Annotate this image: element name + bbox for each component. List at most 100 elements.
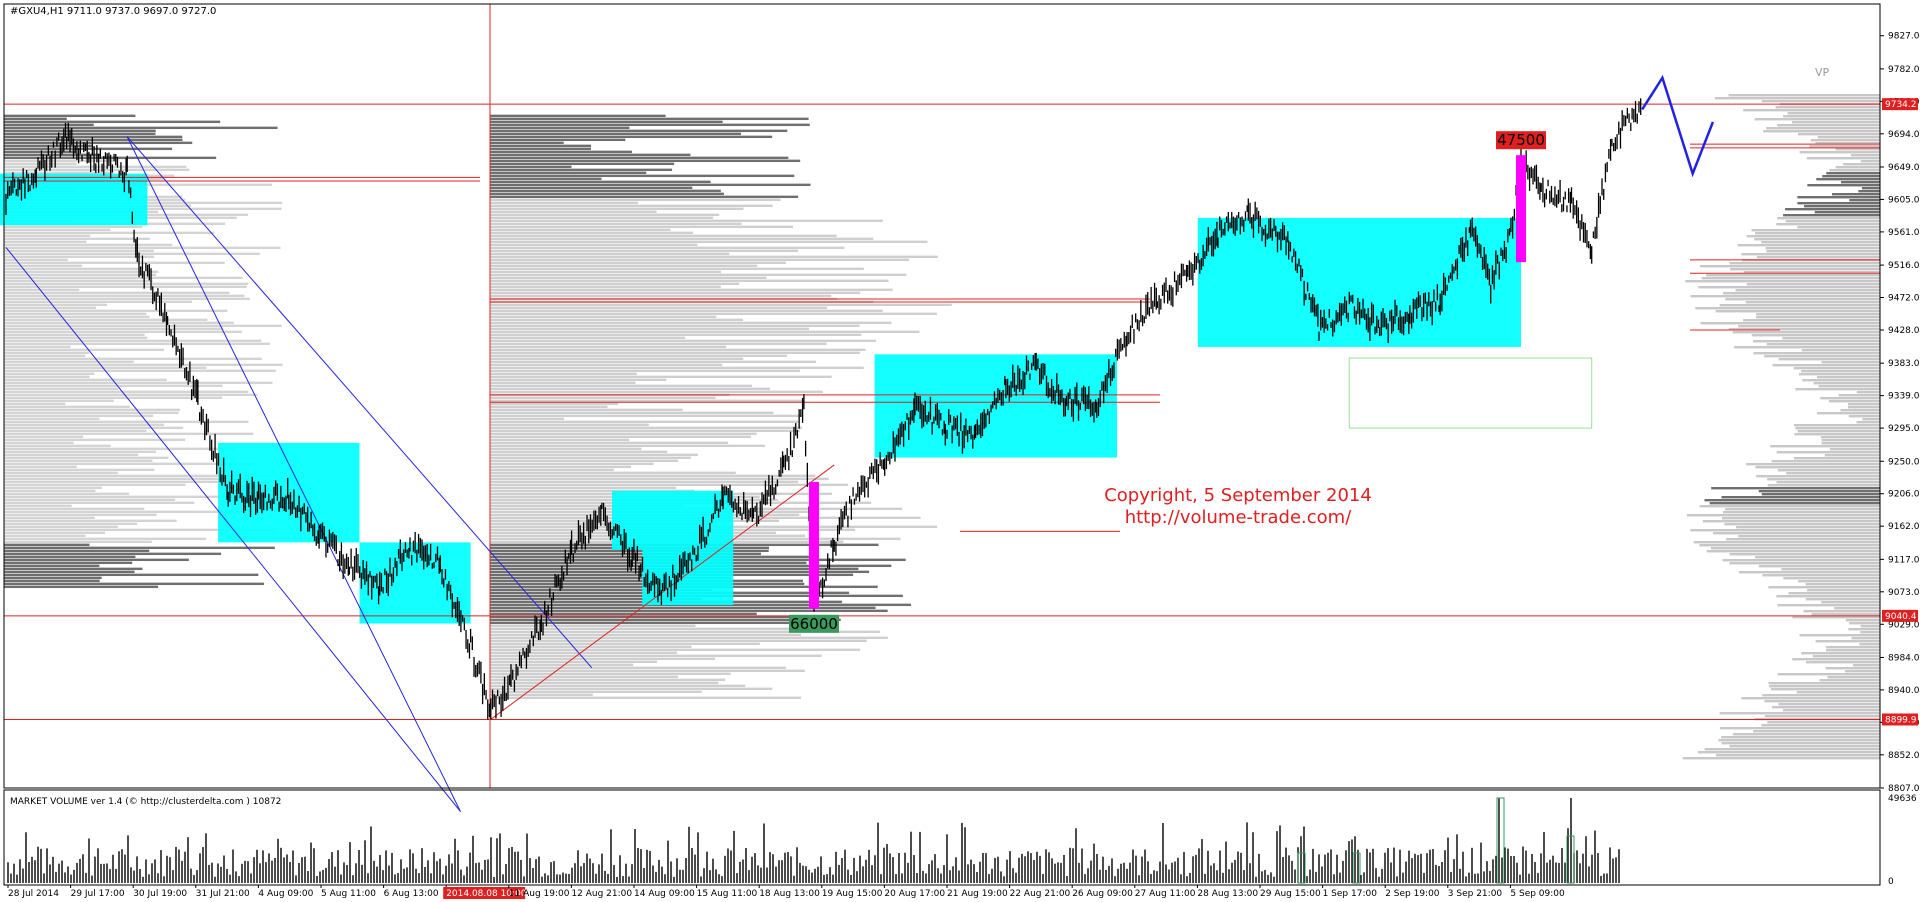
- x-tick-label: 14 Aug 09:00: [634, 889, 695, 899]
- profile-bar: [1815, 640, 1880, 643]
- copyright-text: Copyright, 5 September 2014: [1104, 485, 1372, 506]
- profile-bar: [490, 132, 742, 136]
- profile-bar: [4, 519, 177, 523]
- support-resistance-lines: [4, 4, 1880, 788]
- profile-bar: [1818, 385, 1880, 388]
- profile-bar: [490, 225, 793, 229]
- profile-bar: [490, 504, 683, 508]
- profile-bar: [1805, 598, 1880, 601]
- profile-bar: [1849, 622, 1880, 625]
- price-marker-bg: [1882, 609, 1918, 622]
- profile-bar: [1824, 454, 1880, 457]
- consolidation-box: [1197, 217, 1521, 347]
- profile-bar: [490, 666, 787, 670]
- profile-bar: [4, 354, 86, 358]
- profile-bar: [1845, 619, 1880, 622]
- profile-bar: [1798, 580, 1880, 583]
- profile-bar: [4, 252, 260, 256]
- profile-bar: [490, 363, 723, 367]
- profile-bar: [490, 333, 862, 337]
- volume-pane-border: [3, 789, 1881, 886]
- profile-bar: [4, 255, 154, 259]
- profile-bar: [4, 312, 147, 316]
- profile-bar: [4, 366, 207, 370]
- profile-bar: [490, 459, 678, 463]
- profile-bar: [4, 393, 258, 397]
- profile-bar: [4, 531, 106, 535]
- x-tick-label: 6 Aug 13:00: [384, 889, 439, 899]
- profile-bar: [490, 348, 866, 352]
- profile-bar: [490, 684, 746, 688]
- price-marker-label: 9040.4: [1885, 612, 1917, 622]
- profile-bar: [1819, 679, 1880, 682]
- x-tick-label: 18 Aug 13:00: [759, 889, 820, 899]
- profile-bar: [1807, 589, 1880, 592]
- profile-bar: [1814, 211, 1880, 214]
- profile-bar: [490, 261, 786, 265]
- profile-bar: [1797, 196, 1880, 199]
- profile-bar: [1767, 484, 1880, 487]
- x-tick-label: 2014.08.08 10:00: [446, 889, 527, 899]
- profile-bar: [490, 420, 800, 424]
- profile-bar: [1860, 625, 1880, 628]
- profile-bar: [4, 441, 74, 445]
- profile-bar: [4, 378, 167, 382]
- profile-bar: [4, 264, 82, 268]
- profile-bar: [4, 318, 208, 322]
- profile-bar: [4, 435, 84, 439]
- profile-bar: [4, 390, 249, 394]
- y-tick-label: 9782.0: [1888, 65, 1920, 75]
- profile-bar: [1723, 292, 1880, 295]
- profile-bar: [1701, 277, 1880, 280]
- profile-bar: [1769, 685, 1880, 688]
- profile-bar: [1816, 178, 1880, 181]
- profile-bar: [1777, 124, 1880, 127]
- profile-bar: [1729, 745, 1880, 748]
- profile-bar: [1826, 646, 1880, 649]
- profile-bar: [1755, 556, 1880, 559]
- profile-bar: [1751, 229, 1880, 232]
- y-tick-label: 9073.0: [1888, 588, 1920, 598]
- x-tick-label: 31 Jul 21:00: [196, 889, 250, 899]
- profile-bar: [1843, 163, 1880, 166]
- profile-bar: [1767, 721, 1880, 724]
- profile-bar: [490, 279, 889, 283]
- profile-bar: [490, 360, 817, 364]
- profile-bar: [1686, 514, 1880, 517]
- profile-bar: [4, 258, 68, 262]
- profile-bar: [1724, 523, 1880, 526]
- profile-bar: [4, 126, 278, 130]
- profile-bar: [490, 366, 864, 370]
- profile-bar: [4, 249, 154, 253]
- profile-bar: [4, 537, 206, 541]
- profile-bar: [490, 147, 591, 151]
- profile-bar: [490, 189, 721, 193]
- x-tick-label: 19 Aug 15:00: [822, 889, 883, 899]
- profile-bar: [490, 552, 762, 556]
- profile-bar: [1728, 94, 1880, 97]
- profile-bar: [1782, 337, 1880, 340]
- profile-bar: [1829, 169, 1880, 172]
- profile-bar: [1801, 370, 1880, 373]
- profile-bar: [1787, 112, 1880, 115]
- profile-bar: [1781, 568, 1880, 571]
- profile-bar: [1777, 673, 1880, 676]
- profile-bar: [4, 237, 150, 241]
- y-tick-label: 9694.0: [1888, 130, 1920, 140]
- profile-bar: [490, 681, 719, 685]
- profile-bar: [490, 159, 801, 163]
- profile-bar: [4, 486, 102, 490]
- profile-bar: [1761, 493, 1880, 496]
- profile-bar: [490, 447, 642, 451]
- profile-bar: [490, 462, 654, 466]
- y-tick-label: 9827.0: [1888, 32, 1920, 42]
- profile-bar: [4, 522, 138, 526]
- profile-bar: [4, 324, 282, 328]
- profile-bar: [1762, 694, 1880, 697]
- profile-bar: [4, 342, 270, 346]
- profile-bar: [4, 315, 150, 319]
- y-tick-label: 8852.0: [1888, 751, 1920, 761]
- profile-bar: [1860, 160, 1880, 163]
